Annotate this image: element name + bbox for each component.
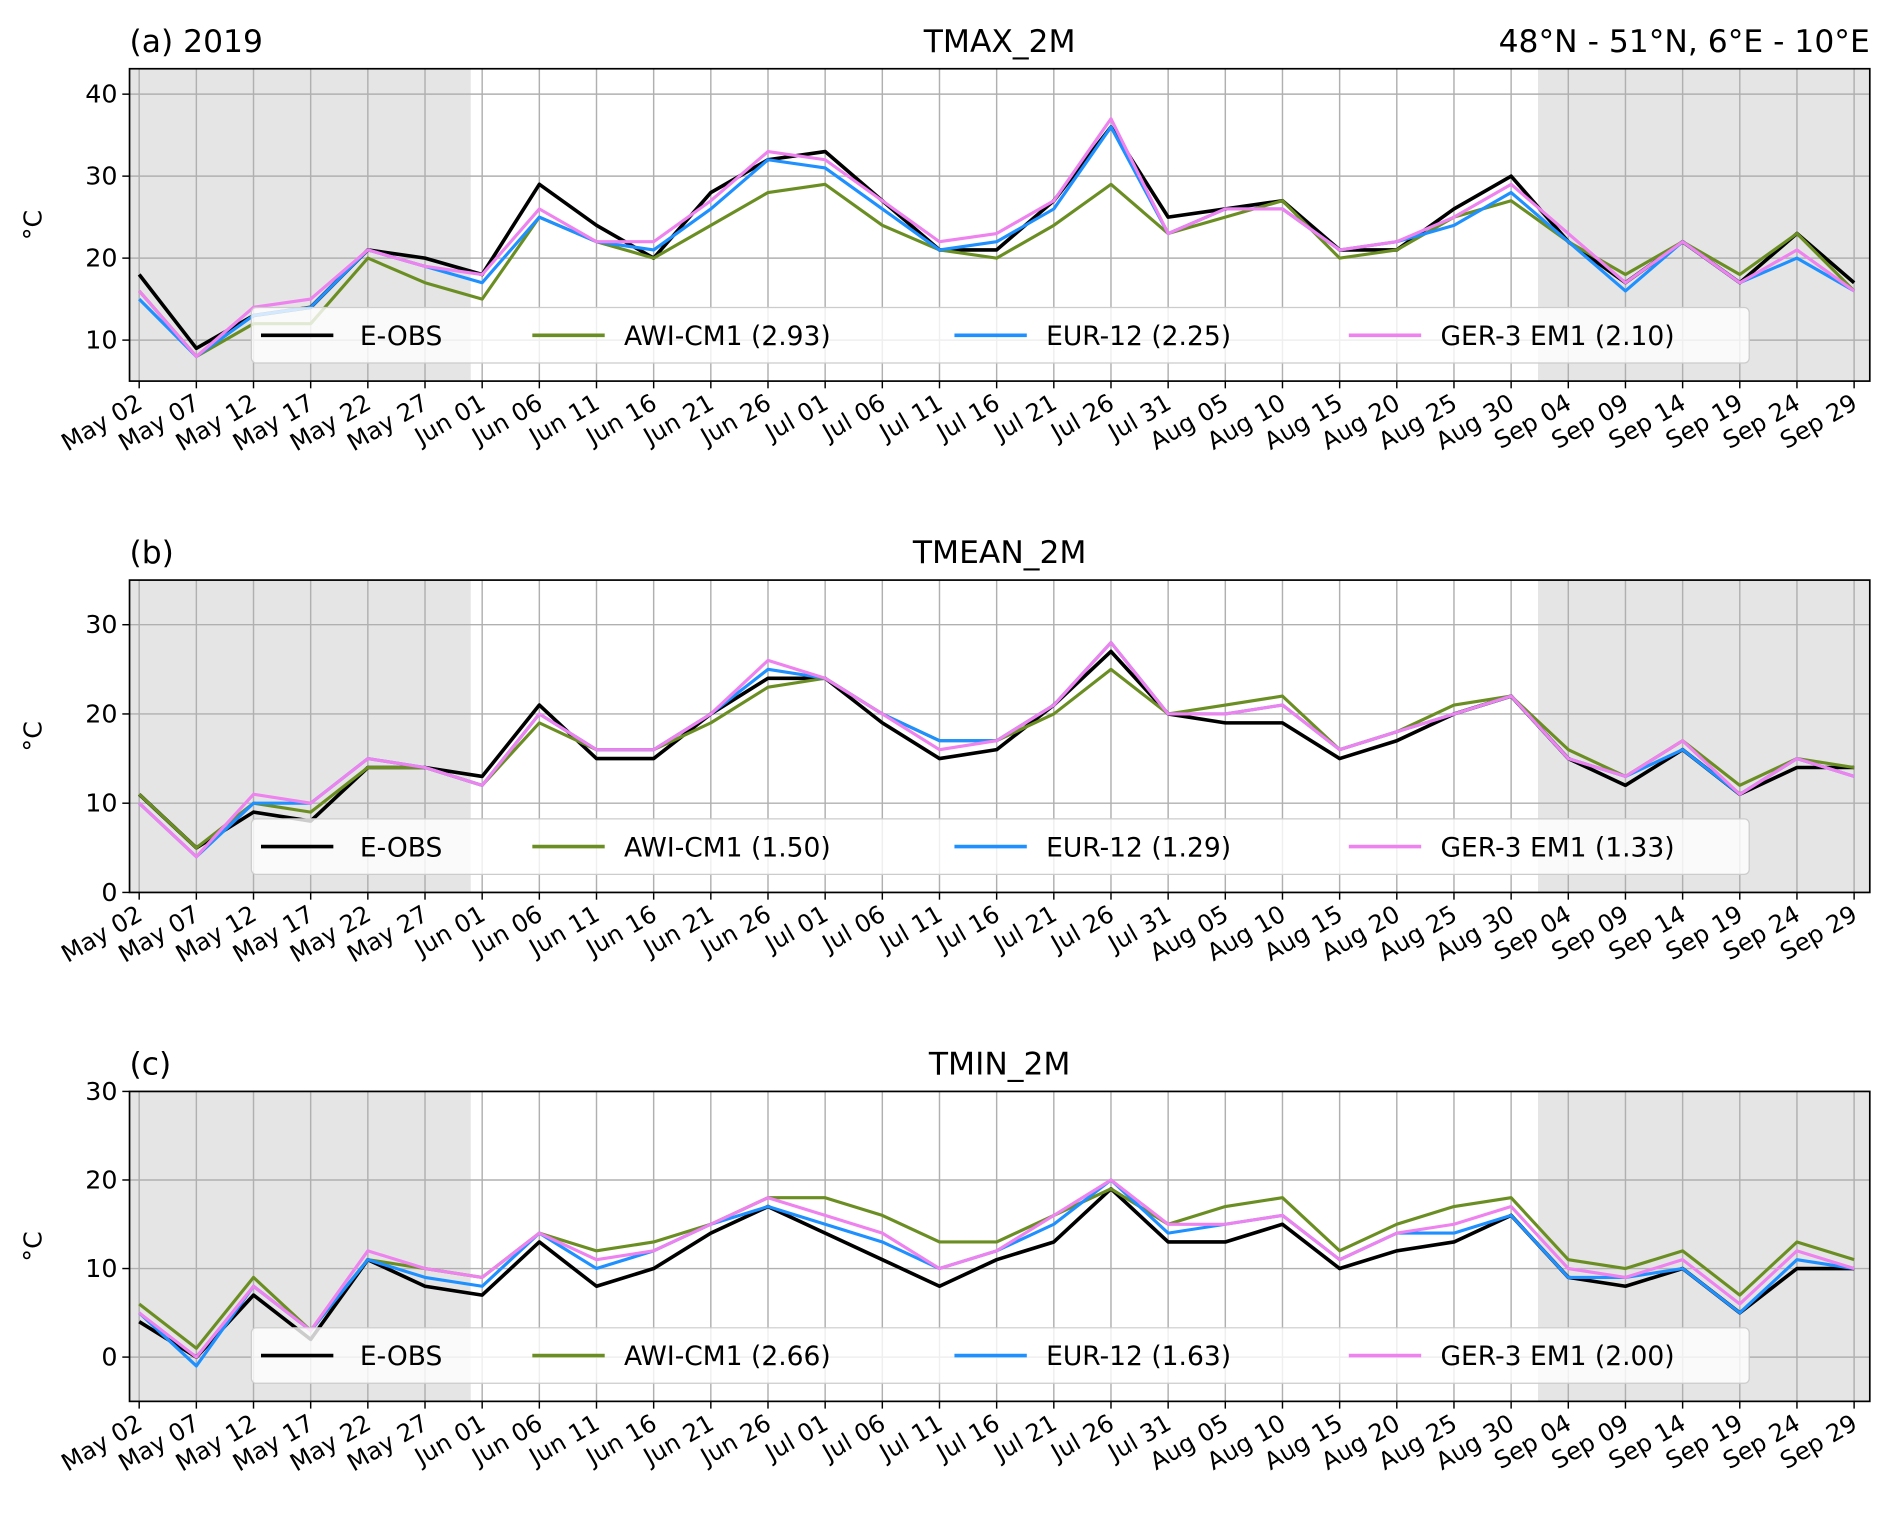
legend-label: E-OBS bbox=[360, 1341, 443, 1372]
panel-label: (b) bbox=[130, 535, 174, 571]
x-tick-label: Jul 16 bbox=[930, 1409, 1004, 1468]
plot-frame bbox=[128, 67, 1871, 382]
series-line bbox=[138, 117, 1856, 359]
y-tick-label: 40 bbox=[85, 79, 117, 109]
x-tick-label: Jul 06 bbox=[816, 389, 890, 448]
x-tick-label: Jul 11 bbox=[873, 900, 947, 959]
x-tick-label: Jul 21 bbox=[988, 389, 1062, 448]
y-tick-label: 20 bbox=[85, 243, 117, 273]
y-tick-label: 20 bbox=[85, 1164, 117, 1194]
x-tick-label: Jul 16 bbox=[930, 389, 1004, 448]
y-axis-label: °C bbox=[18, 721, 48, 751]
legend-label: GER-3 EM1 (1.33) bbox=[1440, 832, 1674, 863]
legend-label: EUR-12 (2.25) bbox=[1046, 321, 1231, 352]
panel-label: (c) bbox=[130, 1047, 172, 1083]
x-tick-label: Jul 11 bbox=[873, 389, 947, 448]
plot-frame bbox=[128, 1090, 1871, 1403]
legend-label: EUR-12 (1.29) bbox=[1046, 832, 1231, 863]
plot-frame bbox=[128, 579, 1871, 894]
x-tick-label: Jul 01 bbox=[759, 900, 833, 959]
series-line bbox=[138, 1178, 1855, 1359]
panel-title: TMAX_2M bbox=[923, 24, 1076, 60]
legend-label: AWI-CM1 (1.50) bbox=[624, 832, 831, 863]
y-tick-label: 0 bbox=[101, 877, 117, 907]
x-tick-label: Jul 06 bbox=[816, 1409, 890, 1468]
x-tick-label: Jul 01 bbox=[759, 1409, 833, 1468]
y-tick-label: 30 bbox=[85, 161, 117, 191]
panel-title: TMEAN_2M bbox=[912, 535, 1087, 571]
panel-region: 48°N - 51°N, 6°E - 10°E bbox=[1499, 24, 1870, 60]
legend-label: AWI-CM1 (2.66) bbox=[624, 1341, 831, 1372]
x-tick-label: Jul 21 bbox=[988, 900, 1062, 959]
y-tick-label: 10 bbox=[85, 1253, 117, 1283]
y-axis-label: °C bbox=[18, 1231, 48, 1261]
legend-label: E-OBS bbox=[360, 321, 443, 352]
y-tick-label: 0 bbox=[101, 1342, 117, 1372]
panel-title: TMIN_2M bbox=[928, 1047, 1071, 1083]
y-tick-label: 10 bbox=[85, 325, 117, 355]
x-tick-label: Jul 21 bbox=[988, 1409, 1062, 1468]
legend-label: GER-3 EM1 (2.10) bbox=[1440, 321, 1674, 352]
x-tick-label: Jul 11 bbox=[873, 1409, 947, 1468]
x-tick-label: Jul 06 bbox=[816, 900, 890, 959]
legend-label: E-OBS bbox=[360, 832, 443, 863]
x-tick-label: Jul 26 bbox=[1045, 1409, 1119, 1468]
series-line bbox=[138, 640, 1855, 859]
y-axis-label: °C bbox=[18, 210, 48, 240]
x-tick-label: Jul 01 bbox=[759, 389, 833, 448]
y-tick-label: 30 bbox=[85, 609, 117, 639]
x-tick-label: Jul 26 bbox=[1045, 389, 1119, 448]
legend-label: GER-3 EM1 (2.00) bbox=[1440, 1341, 1674, 1372]
y-tick-label: 20 bbox=[85, 698, 117, 728]
x-tick-label: Jul 16 bbox=[930, 900, 1004, 959]
legend-label: EUR-12 (1.63) bbox=[1046, 1341, 1231, 1372]
x-tick-label: Jul 26 bbox=[1045, 900, 1119, 959]
panel-label: (a) 2019 bbox=[130, 24, 263, 60]
legend-label: AWI-CM1 (2.93) bbox=[624, 321, 831, 352]
y-tick-label: 30 bbox=[85, 1076, 117, 1106]
y-tick-label: 10 bbox=[85, 788, 117, 818]
